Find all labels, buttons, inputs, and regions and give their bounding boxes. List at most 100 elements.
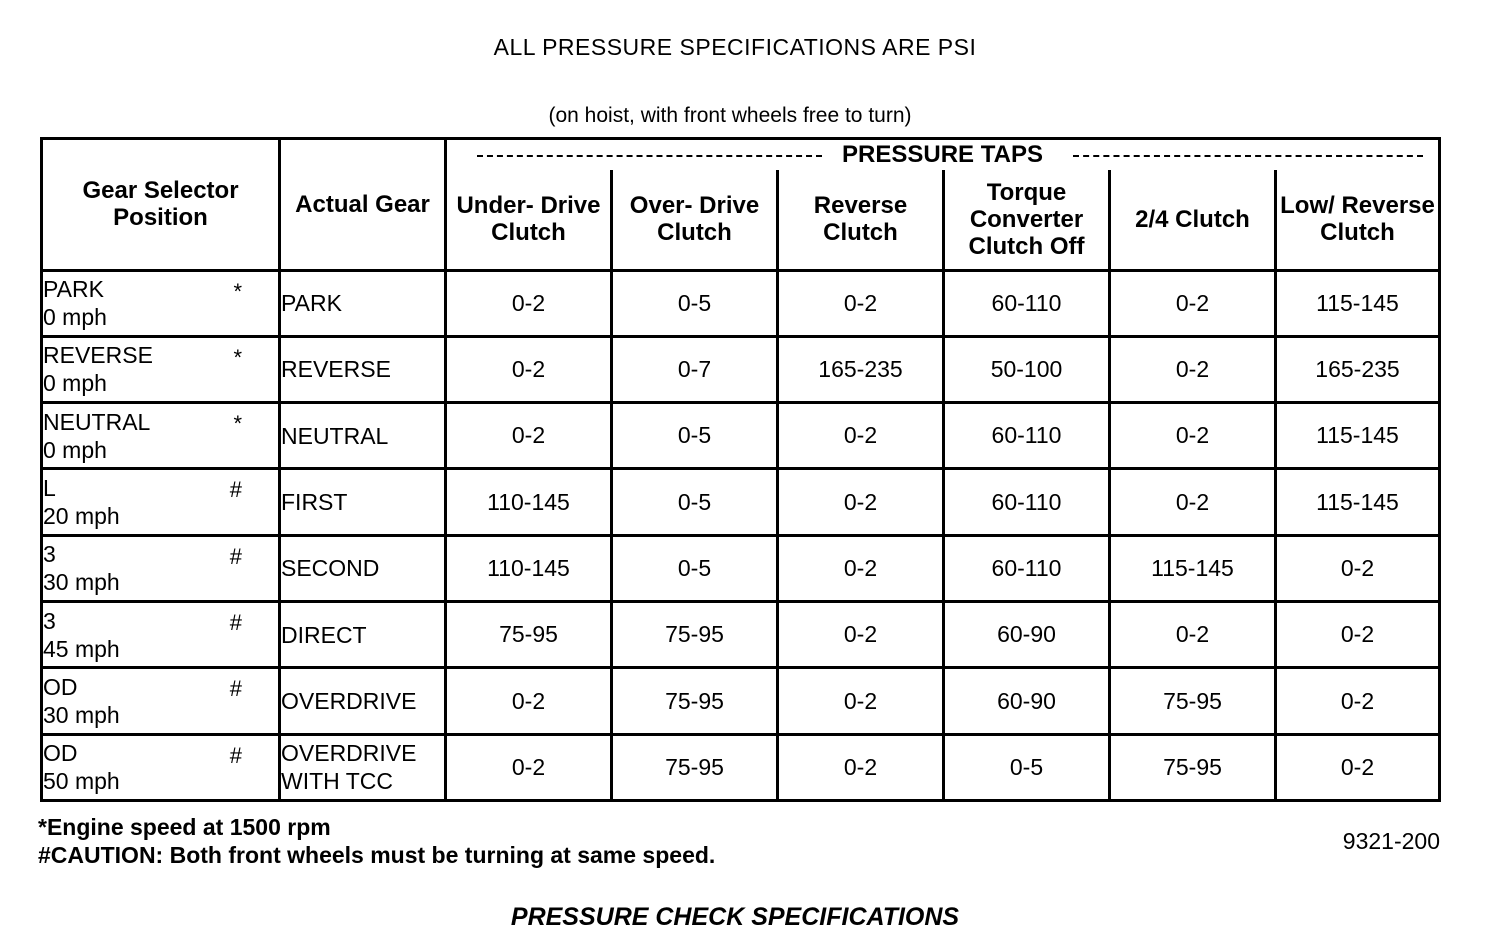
cell-actual-gear: REVERSE xyxy=(278,334,447,405)
selector-speed-label: 20 mph xyxy=(43,503,120,530)
cell-pressure-value: 0-2 xyxy=(1274,533,1441,604)
cell-actual-gear: NEUTRAL xyxy=(278,401,447,471)
selector-speed-label: 45 mph xyxy=(43,635,120,662)
selector-position-label: 3 xyxy=(43,607,56,634)
cell-pressure-value: 115-145 xyxy=(1274,467,1441,537)
selector-speed-label: 0 mph xyxy=(43,304,107,331)
table-row: 3 30 mph # SECOND 110-145 0-5 0-2 60-110 115-145… xyxy=(40,533,1441,604)
cell-pressure-value: 115-145 xyxy=(1108,533,1277,604)
cell-pressure-value: 0-5 xyxy=(610,467,779,537)
cell-pressure-value: 75-95 xyxy=(444,600,613,670)
cell-pressure-value: 0-2 xyxy=(1108,600,1277,670)
footnote-mark: * xyxy=(233,411,242,437)
cell-selector-position: NEUTRAL 0 mph * xyxy=(40,401,281,471)
cell-actual-gear: SECOND xyxy=(278,533,447,604)
footnote-mark: # xyxy=(229,676,242,702)
cell-pressure-value: 0-2 xyxy=(444,732,613,803)
selector-position-label: OD xyxy=(43,674,78,701)
cell-pressure-value: 50-100 xyxy=(942,334,1111,405)
dash-rule-right xyxy=(1073,155,1423,157)
selector-position-label: NEUTRAL xyxy=(43,408,151,435)
cell-pressure-value: 60-110 xyxy=(942,533,1111,604)
table-row: NEUTRAL 0 mph * NEUTRAL 0-2 0-5 0-2 60-110 0-2 11… xyxy=(40,401,1441,471)
cell-pressure-value: 0-2 xyxy=(776,401,945,471)
footnote-caution: #CAUTION: Both front wheels must be turn… xyxy=(38,842,716,868)
cell-pressure-value: 115-145 xyxy=(1274,401,1441,471)
cell-pressure-value: 75-95 xyxy=(610,666,779,736)
table-row: PARK 0 mph * PARK 0-2 0-5 0-2 60-110 0-2 115-145 xyxy=(40,268,1441,338)
cell-actual-gear: OVERDRIVE xyxy=(278,666,447,736)
page-subtitle: (on hoist, with front wheels free to tur… xyxy=(548,104,912,127)
pressure-taps-group-header: PRESSURE TAPS xyxy=(444,137,1441,170)
selector-position-label: OD xyxy=(43,740,78,767)
cell-pressure-value: 0-2 xyxy=(776,467,945,537)
cell-pressure-value: 60-110 xyxy=(942,268,1111,338)
cell-pressure-value: 0-2 xyxy=(444,666,613,736)
header-overdrive-clutch: Over- Drive Clutch xyxy=(610,170,779,272)
selector-position-label: 3 xyxy=(43,541,56,568)
selector-position-label: PARK xyxy=(43,276,104,303)
cell-pressure-value: 0-2 xyxy=(1274,666,1441,736)
cell-pressure-value: 0-2 xyxy=(1108,401,1277,471)
cell-selector-position: OD 50 mph # xyxy=(40,732,281,803)
table-row: OD 50 mph # OVERDRIVE WITH TCC 0-2 75-95 0-2 0-… xyxy=(40,732,1441,803)
cell-pressure-value: 0-2 xyxy=(444,268,613,338)
cell-pressure-value: 75-95 xyxy=(1108,666,1277,736)
table-row: REVERSE 0 mph * REVERSE 0-2 0-7 165-235 50-100 0… xyxy=(40,334,1441,405)
cell-pressure-value: 75-95 xyxy=(1108,732,1277,803)
footnote-mark: * xyxy=(233,344,242,370)
cell-pressure-value: 0-5 xyxy=(610,533,779,604)
cell-pressure-value: 0-2 xyxy=(776,600,945,670)
footnote-mark: * xyxy=(233,278,242,304)
header-gear-selector: Gear Selector Position xyxy=(40,137,281,272)
cell-pressure-value: 0-2 xyxy=(1108,334,1277,405)
cell-pressure-value: 0-2 xyxy=(444,334,613,405)
cell-actual-gear: FIRST xyxy=(278,467,447,537)
header-torque-converter-clutch-off: Torque Converter Clutch Off xyxy=(942,170,1111,272)
cell-pressure-value: 115-145 xyxy=(1274,268,1441,338)
cell-pressure-value: 110-145 xyxy=(444,533,613,604)
table-row: OD 30 mph # OVERDRIVE 0-2 75-95 0-2 60-90 75-95 0… xyxy=(40,666,1441,736)
cell-pressure-value: 75-95 xyxy=(610,732,779,803)
figure-caption: PRESSURE CHECK SPECIFICATIONS xyxy=(510,903,960,931)
cell-pressure-value: 0-2 xyxy=(776,732,945,803)
cell-pressure-value: 0-5 xyxy=(942,732,1111,803)
selector-speed-label: 0 mph xyxy=(43,370,107,397)
selector-speed-label: 0 mph xyxy=(43,436,107,463)
pressure-taps-label: PRESSURE TAPS xyxy=(834,141,1051,168)
footnote-mark: # xyxy=(229,610,242,636)
cell-selector-position: L 20 mph # xyxy=(40,467,281,537)
cell-pressure-value: 0-2 xyxy=(1274,732,1441,803)
cell-pressure-value: 60-90 xyxy=(942,600,1111,670)
figure-code: 9321-200 xyxy=(1342,828,1440,854)
footnote-mark: # xyxy=(229,742,242,768)
dash-rule-left xyxy=(477,155,822,157)
header-underdrive-clutch: Under- Drive Clutch xyxy=(444,170,613,272)
cell-pressure-value: 0-2 xyxy=(1274,600,1441,670)
pressure-spec-table: Gear Selector Position Actual Gear PRESS… xyxy=(40,137,1441,803)
cell-selector-position: PARK 0 mph * xyxy=(40,268,281,338)
cell-pressure-value: 0-5 xyxy=(610,401,779,471)
selector-speed-label: 30 mph xyxy=(43,702,120,729)
header-reverse-clutch: Reverse Clutch xyxy=(776,170,945,272)
cell-pressure-value: 0-2 xyxy=(776,666,945,736)
header-actual-gear: Actual Gear xyxy=(278,137,447,272)
cell-selector-position: 3 30 mph # xyxy=(40,533,281,604)
page-title: ALL PRESSURE SPECIFICATIONS ARE PSI xyxy=(493,34,977,60)
cell-pressure-value: 0-2 xyxy=(776,268,945,338)
cell-pressure-value: 0-2 xyxy=(1108,467,1277,537)
table-row: 3 45 mph # DIRECT 75-95 75-95 0-2 60-90 0-2 0-2 xyxy=(40,600,1441,670)
table-row: L 20 mph # FIRST 110-145 0-5 0-2 60-110 0-2 115-1… xyxy=(40,467,1441,537)
cell-pressure-value: 0-7 xyxy=(610,334,779,405)
cell-pressure-value: 165-235 xyxy=(776,334,945,405)
cell-pressure-value: 110-145 xyxy=(444,467,613,537)
cell-pressure-value: 0-2 xyxy=(444,401,613,471)
selector-position-label: REVERSE xyxy=(43,342,153,369)
cell-selector-position: 3 45 mph # xyxy=(40,600,281,670)
header-2-4-clutch: 2/4 Clutch xyxy=(1108,170,1277,272)
footnote-mark: # xyxy=(229,543,242,569)
cell-pressure-value: 0-2 xyxy=(776,533,945,604)
cell-pressure-value: 60-110 xyxy=(942,467,1111,537)
header-low-reverse-clutch: Low/ Reverse Clutch xyxy=(1274,170,1441,272)
cell-pressure-value: 60-90 xyxy=(942,666,1111,736)
